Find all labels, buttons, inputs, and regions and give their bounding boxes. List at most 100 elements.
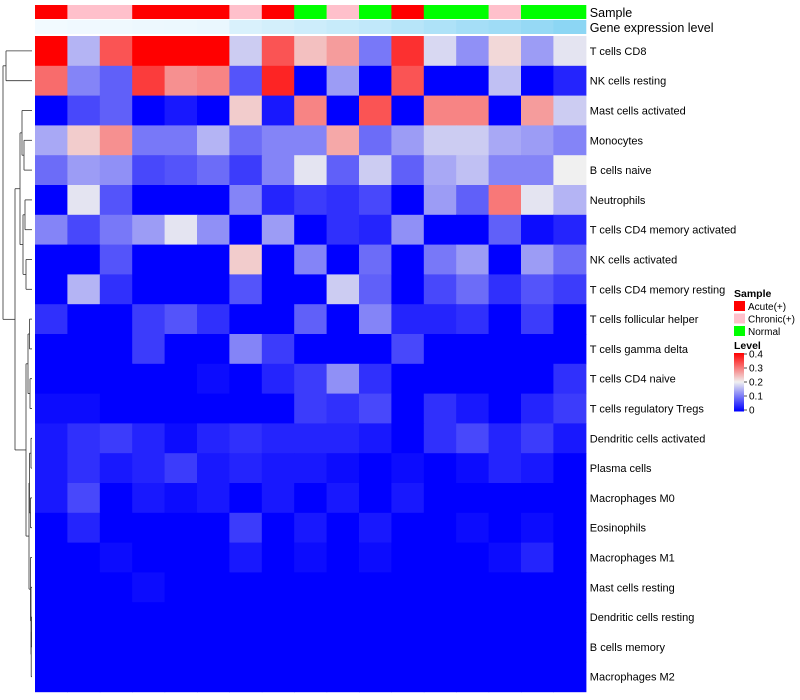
- heatmap-cell: [67, 244, 101, 275]
- heatmap-cell: [229, 95, 263, 126]
- heatmap-cell: [261, 274, 295, 305]
- heatmap-cell: [164, 334, 198, 365]
- level-legend-gradient-step: [734, 380, 744, 382]
- heatmap-cell: [488, 244, 522, 275]
- gene-expression-annotation-cell: [553, 20, 587, 34]
- gene-expression-annotation-cell: [294, 20, 328, 34]
- sample-annotation-cell: [456, 5, 490, 19]
- heatmap-cell: [521, 363, 554, 395]
- heatmap-cell: [456, 661, 490, 693]
- heatmap-cell: [197, 423, 230, 454]
- heatmap-cell: [229, 512, 263, 544]
- gene-expression-annotation-cell: [229, 20, 263, 34]
- heatmap-cell: [99, 65, 133, 97]
- heatmap-cell: [553, 363, 587, 395]
- heatmap-cell: [488, 95, 522, 126]
- heatmap-cell: [521, 125, 554, 156]
- heatmap-cell: [99, 632, 133, 663]
- heatmap-cell: [423, 214, 457, 246]
- heatmap-cell: [35, 602, 68, 633]
- heatmap-cell: [423, 155, 457, 186]
- heatmap-cell: [132, 572, 166, 603]
- heatmap-cell: [326, 334, 360, 365]
- heatmap-cell: [132, 95, 166, 126]
- heatmap-cell: [326, 512, 360, 544]
- heatmap-cell: [391, 572, 425, 603]
- heatmap-cell: [197, 185, 230, 216]
- heatmap-cell: [423, 632, 457, 663]
- gene-expression-annotation-cell: [132, 20, 166, 34]
- heatmap-cell: [35, 304, 68, 335]
- heatmap-cell: [132, 542, 166, 573]
- heatmap-cell: [553, 125, 587, 156]
- heatmap-cell: [488, 483, 522, 514]
- level-legend-gradient-step: [734, 397, 744, 399]
- sample-annotation-cell: [67, 5, 101, 19]
- heatmap-cell: [456, 274, 490, 305]
- heatmap-cell: [67, 363, 101, 395]
- heatmap-cell: [326, 244, 360, 275]
- heatmap-cell: [553, 65, 587, 97]
- heatmap-cell: [488, 304, 522, 335]
- heatmap-cell: [423, 453, 457, 484]
- heatmap-cell: [132, 334, 166, 365]
- heatmap-cell: [521, 65, 554, 97]
- heatmap-cell: [326, 483, 360, 514]
- heatmap-cell: [326, 363, 360, 395]
- level-legend-tick-label: 0: [749, 406, 755, 417]
- heatmap-cell: [67, 393, 101, 424]
- level-legend-gradient-step: [734, 399, 744, 401]
- heatmap-cell: [359, 512, 392, 544]
- level-legend-gradient-step: [734, 375, 744, 377]
- heatmap-cell: [261, 334, 295, 365]
- heatmap-cell: [359, 363, 392, 395]
- level-legend-gradient-step: [734, 393, 744, 395]
- heatmap-cell: [456, 483, 490, 514]
- heatmap-cell: [132, 214, 166, 246]
- heatmap-cell: [67, 36, 101, 67]
- heatmap-cell: [197, 304, 230, 335]
- level-legend-title: Level: [734, 340, 761, 352]
- level-legend-gradient-step: [734, 373, 744, 375]
- heatmap-cell: [197, 602, 230, 633]
- heatmap-cell: [99, 542, 133, 573]
- heatmap-cell: [35, 572, 68, 603]
- heatmap-cell: [132, 632, 166, 663]
- gene-expression-annotation-cell: [326, 20, 360, 34]
- heatmap-cell: [164, 572, 198, 603]
- row-label: Dendritic cells resting: [590, 612, 695, 624]
- heatmap-cell: [553, 483, 587, 514]
- heatmap-cell: [391, 334, 425, 365]
- heatmap-cell: [326, 542, 360, 573]
- heatmap-cell: [261, 95, 295, 126]
- heatmap-cell: [197, 95, 230, 126]
- heatmap-cell: [132, 185, 166, 216]
- heatmap-cell: [521, 423, 554, 454]
- heatmap-cell: [359, 393, 392, 424]
- heatmap-cell: [553, 393, 587, 424]
- heatmap-cell: [164, 453, 198, 484]
- heatmap-cell: [359, 95, 392, 126]
- level-legend-gradient-step: [734, 377, 744, 379]
- heatmap-cell: [261, 155, 295, 186]
- heatmap-cell: [423, 661, 457, 693]
- heatmap-cell: [423, 244, 457, 275]
- row-label: Neutrophils: [590, 195, 646, 207]
- heatmap-cell: [294, 95, 328, 126]
- sample-legend-label: Acute(+): [748, 302, 786, 313]
- heatmap-cell: [294, 572, 328, 603]
- heatmap-cell: [164, 214, 198, 246]
- heatmap-cell: [488, 423, 522, 454]
- level-legend-gradient-step: [734, 408, 744, 410]
- heatmap-cell: [488, 125, 522, 156]
- sample-annotation-cell: [132, 5, 166, 19]
- heatmap-cell: [456, 393, 490, 424]
- level-legend-gradient-step: [734, 363, 744, 365]
- heatmap-cell: [456, 363, 490, 395]
- heatmap-cell: [164, 304, 198, 335]
- heatmap-cell: [359, 661, 392, 693]
- heatmap-cell: [359, 65, 392, 97]
- heatmap-cell: [261, 512, 295, 544]
- heatmap-cell: [521, 304, 554, 335]
- heatmap-cell: [423, 542, 457, 573]
